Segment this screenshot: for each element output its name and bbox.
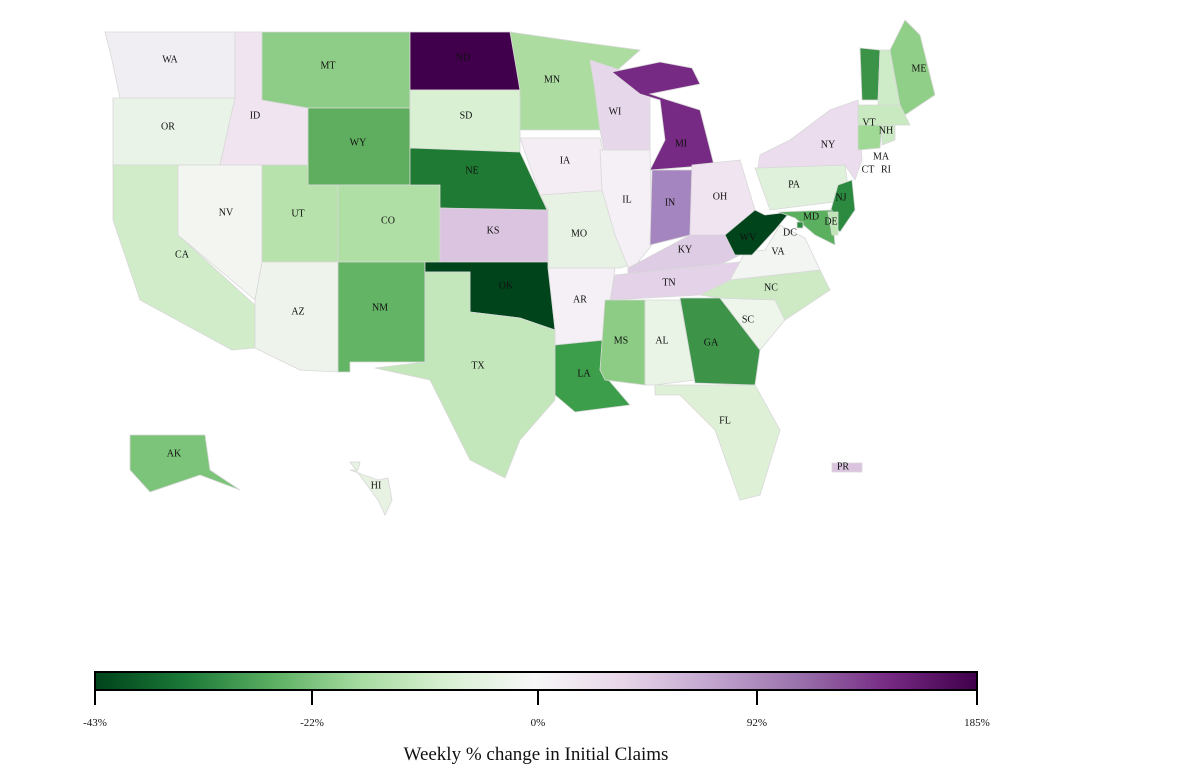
state-label-wa: WA [162, 54, 178, 65]
state-label-ms: MS [614, 335, 628, 346]
state-label-or: OR [161, 121, 175, 132]
state-ny [757, 99, 863, 181]
state-label-nd: ND [456, 52, 470, 63]
state-label-id: ID [250, 110, 261, 121]
state-de [827, 211, 839, 236]
state-ri [881, 124, 896, 146]
state-label-nh: NH [879, 125, 893, 136]
state-label-sd: SD [460, 110, 473, 121]
state-label-pr: PR [837, 461, 850, 472]
state-label-mo: MO [571, 228, 587, 239]
legend-title: Weekly % change in Initial Claims [403, 744, 669, 765]
state-label-ri: RI [881, 164, 891, 175]
colorbar-tick [537, 691, 539, 705]
colorbar-tick-label: 92% [746, 717, 768, 729]
state-label-in: IN [665, 197, 676, 208]
state-label-mt: MT [321, 60, 336, 71]
state-label-ma: MA [873, 151, 890, 162]
state-label-ar: AR [573, 294, 587, 305]
state-label-tx: TX [471, 360, 485, 371]
state-mi [611, 61, 715, 171]
state-label-ca: CA [175, 249, 190, 260]
state-label-az: AZ [291, 306, 304, 317]
state-fl [654, 384, 781, 501]
state-label-hi: HI [371, 480, 382, 491]
state-label-mn: MN [544, 74, 560, 85]
colorbar-tick [94, 691, 96, 705]
state-label-oh: OH [713, 191, 727, 202]
state-dc [796, 221, 804, 229]
state-vt [859, 47, 881, 101]
state-label-ak: AK [167, 448, 182, 459]
state-label-al: AL [655, 335, 668, 346]
state-label-nj: NJ [835, 192, 846, 203]
colorbar-tick-label: 0% [530, 717, 546, 729]
state-label-wi: WI [609, 106, 622, 117]
colorbar-tick [756, 691, 758, 705]
state-label-vt: VT [862, 117, 875, 128]
state-wv [724, 209, 791, 256]
colorbar-tick-label: 185% [964, 717, 990, 729]
state-label-ny: NY [821, 139, 835, 150]
colorbar-tick [311, 691, 313, 705]
state-hi [349, 461, 393, 516]
state-ct [857, 124, 883, 151]
state-label-de: DE [824, 216, 837, 227]
colorbar [94, 671, 978, 691]
state-label-wy: WY [350, 137, 367, 148]
state-label-ok: OK [499, 280, 514, 291]
state-label-il: IL [622, 194, 631, 205]
state-label-ct: CT [862, 164, 875, 175]
state-label-ks: KS [487, 225, 500, 236]
state-label-ia: IA [560, 155, 571, 166]
state-label-pa: PA [788, 179, 801, 190]
state-pr [831, 462, 863, 473]
state-sd [409, 89, 521, 159]
state-label-wv: WV [740, 232, 757, 243]
state-label-md: MD [803, 211, 819, 222]
state-ms [599, 299, 646, 386]
state-nm [337, 261, 426, 373]
state-md [777, 209, 836, 246]
state-label-mi: MI [675, 138, 687, 149]
state-mt [261, 31, 411, 109]
state-label-ky: KY [678, 244, 692, 255]
state-label-ga: GA [704, 337, 719, 348]
state-label-nv: NV [219, 207, 234, 218]
state-label-la: LA [577, 368, 591, 379]
state-label-nm: NM [372, 302, 388, 313]
state-ma [857, 104, 911, 126]
state-ak [129, 434, 241, 493]
state-label-fl: FL [719, 415, 731, 426]
state-ga [679, 297, 761, 386]
state-label-nc: NC [764, 282, 778, 293]
state-label-tn: TN [662, 277, 675, 288]
state-label-dc: DC [783, 227, 797, 238]
state-tx [374, 271, 556, 479]
state-label-me: ME [912, 63, 927, 74]
state-label-ut: UT [291, 208, 304, 219]
state-label-ne: NE [465, 165, 478, 176]
colorbar-tick [976, 691, 978, 705]
state-al [644, 299, 696, 386]
colorbar-tick-label: -22% [300, 717, 324, 729]
state-label-va: VA [771, 246, 785, 257]
colorbar-tick-label: -43% [83, 717, 107, 729]
state-label-sc: SC [742, 314, 755, 325]
state-label-co: CO [381, 215, 395, 226]
us-choropleth-map: WA OR CA ID NV MT WY UT CO AZ NM ND SD NE KS OK TX MN IA MO… [104, 19, 936, 516]
